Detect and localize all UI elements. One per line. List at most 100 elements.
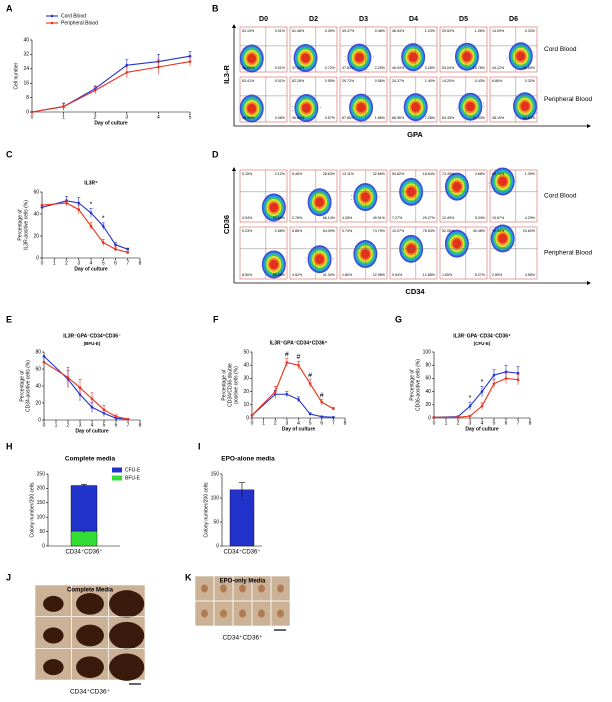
- y-tick-label: 100: [211, 495, 220, 501]
- data-point: [42, 360, 46, 364]
- quadrant-label: 4.28%: [342, 216, 353, 220]
- column-header: D3: [359, 16, 368, 23]
- quadrant-label: 47.81%: [342, 66, 355, 70]
- y-tick-label: 10: [243, 402, 249, 408]
- annotation: *: [481, 379, 484, 386]
- y-axis-label: IL3-R: [222, 65, 231, 84]
- event-dot: [305, 257, 307, 259]
- y-axis-label: Cell number: [13, 62, 19, 89]
- panel-letter: K: [185, 572, 192, 582]
- colony: [220, 609, 227, 618]
- quadrant-label: 18.64%: [423, 172, 436, 176]
- data-point: [297, 363, 300, 367]
- quadrant-label: 0.32%: [525, 79, 536, 83]
- y-tick-label: 50: [213, 519, 219, 525]
- quadrant-label: 66.14%: [323, 216, 336, 220]
- series-line: [43, 361, 129, 420]
- colony: [239, 609, 246, 618]
- data-point: [89, 224, 93, 228]
- annotation: *: [469, 395, 472, 402]
- quadrant-label: 2.12%: [275, 172, 286, 176]
- y-tick-label: 40: [243, 363, 249, 369]
- colony: [76, 656, 104, 678]
- x-axis-label: Day of culture: [465, 426, 499, 432]
- density: [301, 53, 311, 63]
- density: [269, 259, 279, 270]
- x-tick-label: CD34⁺CD36⁺: [223, 549, 260, 556]
- data-point: [30, 110, 34, 114]
- x-axis-label: Day of culture: [282, 426, 316, 432]
- bar: [229, 489, 255, 547]
- quadrant-label: 29.52%: [442, 29, 455, 33]
- annotation: *: [102, 216, 105, 223]
- y-tick-label: 50: [39, 529, 45, 535]
- series-line: [31, 61, 191, 113]
- y-tick-label: 20: [35, 400, 41, 406]
- data-point: [157, 65, 160, 69]
- chart-subtitle: (BFU-E): [84, 341, 101, 346]
- x-tick-label: 7: [127, 422, 130, 428]
- event-dot: [292, 106, 294, 108]
- x-tick-label: 3: [125, 114, 128, 120]
- quadrant-label: 12.88%: [423, 273, 436, 277]
- event-dot: [488, 183, 490, 185]
- quadrant-label: 63.45%: [442, 116, 455, 120]
- x-tick-label: 7: [332, 420, 335, 426]
- x-tick-label: 0: [41, 260, 44, 266]
- quadrant-label: 88.58%: [273, 273, 286, 277]
- colony: [258, 609, 265, 618]
- column-header: D6: [509, 16, 518, 23]
- data-point: [456, 416, 460, 419]
- x-tick-label: 2: [274, 420, 277, 426]
- x-tick-label: 3: [77, 260, 80, 266]
- event-dot: [344, 55, 346, 57]
- event-dot: [470, 242, 472, 244]
- quadrant-label: 4.04%: [242, 216, 253, 220]
- data-point: [66, 376, 70, 379]
- row-label: Peripheral Blood: [544, 96, 592, 103]
- quadrant-label: 1.80%: [342, 273, 353, 277]
- quadrant-label: 5.46%: [292, 172, 303, 176]
- density: [247, 53, 257, 64]
- chart-title: IL3R⁻GPA⁻CD34⁺CD36⁺: [270, 340, 328, 346]
- event-dot: [535, 112, 537, 114]
- data-point: [126, 251, 130, 254]
- density: [269, 202, 279, 213]
- x-tick-label: 1: [55, 422, 58, 428]
- x-tick-label: 8: [344, 420, 347, 426]
- x-axis-label: Day of culture: [74, 266, 108, 272]
- quadrant-label: 83.75%: [492, 172, 505, 176]
- series-line: [251, 361, 334, 416]
- quadrant-label: 0.15%: [242, 172, 253, 176]
- y-axis-label: Percentage of: [409, 369, 415, 401]
- data-point: [468, 404, 472, 408]
- x-tick-label: CD34⁺CD36⁺: [65, 549, 102, 556]
- quadrant-label: 44.12%: [492, 66, 505, 70]
- data-point: [77, 208, 81, 211]
- x-tick-label: 1: [262, 420, 265, 426]
- x-tick-label: 5: [493, 420, 496, 426]
- colony: [277, 584, 284, 593]
- data-point: [504, 377, 508, 380]
- quadrant-label: 0.54%: [392, 273, 403, 277]
- quadrant-label: 0.74%: [342, 229, 353, 233]
- panel-letter: D: [212, 149, 219, 159]
- data-point: [93, 89, 97, 92]
- data-point: [90, 397, 94, 401]
- x-tick-label: 6: [114, 260, 117, 266]
- density: [247, 103, 257, 114]
- quadrant-label: 54.09%: [323, 229, 336, 233]
- event-dot: [506, 57, 508, 59]
- y-axis-label: Percentage of: [221, 369, 227, 401]
- y-tick-label: 50: [243, 349, 249, 355]
- data-point: [320, 400, 324, 404]
- data-point: [308, 382, 312, 385]
- y-axis-label: positive cells (%): [233, 366, 239, 404]
- x-tick-label: 7: [517, 420, 520, 426]
- arrow-head: [587, 281, 591, 285]
- density: [360, 249, 370, 259]
- event-dot: [351, 199, 353, 201]
- colony: [201, 609, 208, 618]
- image-title: EPO-only Media: [220, 579, 266, 585]
